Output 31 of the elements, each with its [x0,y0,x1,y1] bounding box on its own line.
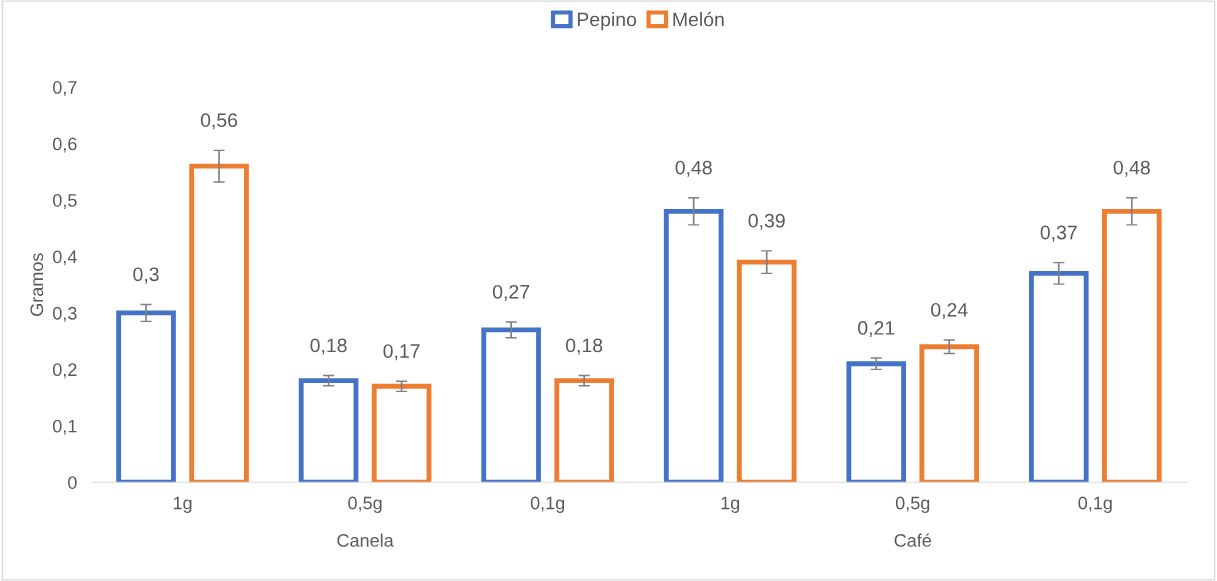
x-tick-label: 0,5g [895,496,930,513]
x-tick-label: 0,1g [530,496,565,513]
x-tick-label: 1g [721,496,740,513]
text: Café [894,533,932,547]
y-tick-label: 0,1 [52,419,77,435]
data-label: 0,17 [383,344,420,361]
data-label: 0,27 [492,284,530,301]
y-tick-label: 0,7 [52,81,77,96]
data-label: 0,48 [1113,160,1150,177]
data-label: 0,3 [133,267,159,284]
legend-label: Pepino [577,12,637,31]
data-label: 0,48 [675,160,712,177]
data-label: 0,21 [858,321,895,338]
y-tick-label: 0,5 [52,193,77,209]
y-tick-label: 0,4 [52,250,77,266]
x-tick-label: 0,1g [1078,496,1112,513]
y-tick-label: 0 [68,476,77,489]
data-label: 0,39 [748,213,785,230]
legend-label: Melón [673,11,724,27]
data-label: 0,56 [200,113,238,130]
y-tick-label: 0,2 [52,363,77,379]
data-label: 0,18 [566,338,603,355]
data-label: 0,24 [931,302,968,320]
x-tick-label: 0,5g [348,496,382,513]
text: Canela [337,533,394,547]
x-tick-label: 1g [173,496,192,513]
y-axis-title: Gramos [30,253,44,316]
data-label: 0,37 [1040,225,1077,242]
y-tick-label: 0,3 [52,306,77,322]
data-label: 0,18 [310,338,347,355]
y-tick-label: 0,6 [52,137,77,153]
